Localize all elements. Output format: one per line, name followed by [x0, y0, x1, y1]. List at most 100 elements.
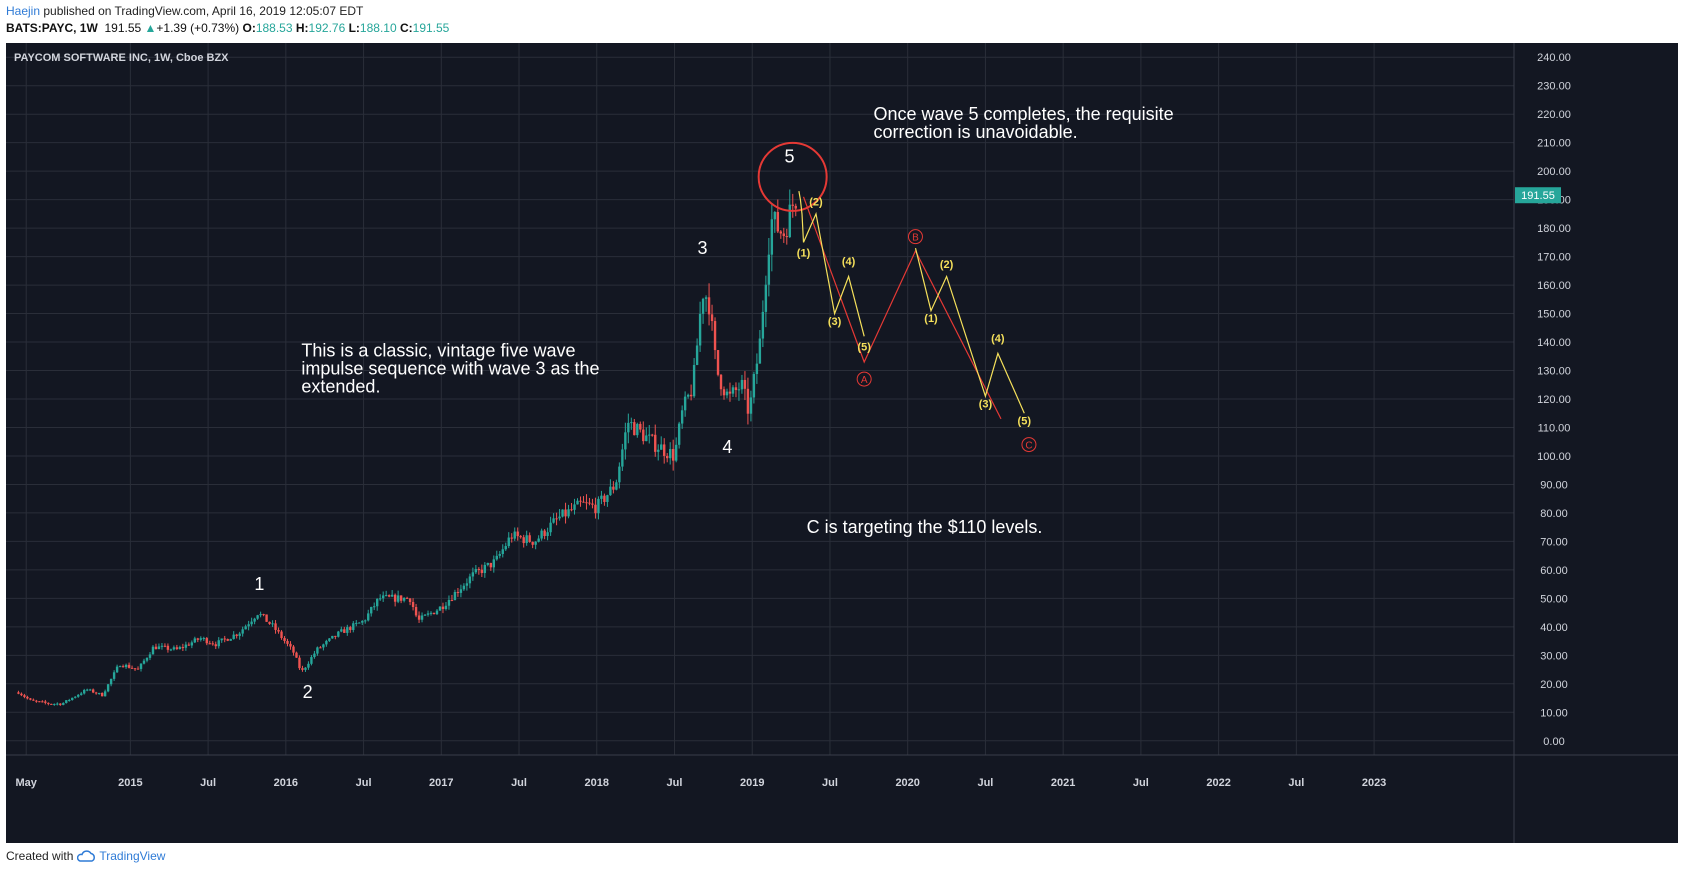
up-arrow-icon: ▲ — [144, 21, 157, 35]
candle-body — [301, 668, 304, 670]
candle-body — [349, 627, 352, 630]
candle-body — [193, 638, 197, 643]
abc-correction-path — [802, 196, 1002, 420]
candle-body — [621, 449, 624, 467]
candle-body — [328, 638, 331, 641]
candle-body — [277, 629, 280, 632]
candle-body — [17, 692, 20, 694]
candle-body — [232, 634, 235, 639]
candle-body — [307, 663, 310, 668]
candle-body — [737, 389, 741, 391]
chart-container[interactable]: 240.00230.00220.00210.00200.00190.00180.… — [6, 43, 1678, 843]
candle-body — [674, 444, 678, 461]
candle-body — [378, 598, 382, 600]
candle-body — [343, 629, 346, 633]
candle-body — [462, 585, 466, 590]
candle-body — [181, 647, 185, 649]
x-tick-label: 2023 — [1362, 777, 1386, 789]
candle-body — [319, 647, 322, 649]
y-tick-label: 100.00 — [1537, 451, 1571, 463]
candle-body — [755, 363, 759, 375]
symbol[interactable]: BATS:PAYC, 1W — [6, 21, 98, 35]
candle-body — [704, 297, 708, 299]
candle-body — [62, 702, 65, 705]
y-tick-label: 120.00 — [1537, 394, 1571, 406]
candle-body — [713, 321, 717, 351]
tradingview-link[interactable]: TradingView — [99, 849, 166, 863]
candle-body — [214, 644, 217, 647]
candle-body — [701, 298, 705, 314]
candle-body — [585, 502, 588, 504]
candle-body — [630, 422, 633, 424]
candle-body — [32, 699, 35, 701]
candle-body — [80, 693, 83, 695]
candle-body — [752, 374, 756, 398]
candle-body — [145, 657, 149, 661]
last-price-tag — [1515, 187, 1561, 204]
candle-body — [555, 518, 558, 520]
candle-body — [337, 631, 340, 637]
candle-body — [136, 668, 140, 670]
x-tick-label: Jul — [356, 777, 372, 789]
y-tick-label: 70.00 — [1540, 536, 1568, 548]
candle-body — [241, 629, 244, 634]
candle-body — [648, 434, 651, 436]
candle-body — [531, 541, 534, 545]
candle-body — [603, 495, 606, 502]
candle-body — [567, 509, 570, 517]
candle-body — [172, 647, 176, 650]
y-tick-label: 140.00 — [1537, 337, 1571, 349]
candle-body — [160, 645, 164, 647]
candle-body — [642, 429, 645, 442]
candle-body — [205, 638, 208, 644]
candle-body — [618, 466, 621, 483]
candle-body — [423, 614, 427, 616]
candle-body — [384, 595, 388, 597]
low-value: 188.10 — [359, 21, 397, 35]
candle-body — [387, 595, 391, 597]
candle-body — [657, 449, 660, 452]
circled-label-B: B — [912, 233, 919, 244]
x-tick-label: Jul — [822, 777, 838, 789]
candle-body — [456, 591, 460, 593]
open-label: O: — [242, 21, 256, 35]
publisher-link[interactable]: Haejin — [6, 4, 41, 18]
candle-body — [334, 635, 337, 637]
subwave-label: (4) — [842, 256, 856, 268]
candle-body — [94, 692, 98, 694]
candle-body — [722, 389, 726, 396]
candle-body — [83, 689, 86, 694]
candle-body — [432, 612, 436, 615]
candle-body — [447, 599, 451, 606]
candle-body — [414, 607, 418, 616]
candle-body — [695, 345, 699, 365]
candle-body — [268, 621, 271, 624]
candle-body — [558, 516, 561, 519]
candle-body — [489, 562, 493, 568]
note-text: impulse sequence with wave 3 as the — [301, 358, 599, 378]
candle-body — [459, 589, 463, 593]
candle-body — [507, 537, 510, 547]
price-chart[interactable]: 240.00230.00220.00210.00200.00190.00180.… — [6, 43, 1678, 843]
candle-body — [358, 622, 361, 624]
candle-body — [244, 626, 247, 630]
candle-body — [331, 635, 334, 639]
candle-body — [223, 638, 226, 640]
wave-c-subwaves-path — [914, 247, 1025, 414]
candle-body — [65, 700, 68, 703]
candle-body — [725, 391, 729, 396]
candle-body — [133, 668, 137, 670]
circled-label-ring — [907, 229, 923, 245]
candle-body — [199, 638, 203, 640]
candle-body — [543, 530, 546, 537]
candle-body — [286, 640, 289, 644]
x-tick-label: 2018 — [585, 777, 609, 789]
candle-body — [184, 644, 188, 648]
candle-body — [74, 696, 77, 698]
x-tick-label: Jul — [977, 777, 993, 789]
wave-label-5: 5 — [785, 147, 795, 167]
candle-body — [178, 647, 182, 649]
candle-body — [393, 594, 397, 602]
candle-body — [68, 699, 71, 701]
candle-body — [381, 595, 385, 599]
